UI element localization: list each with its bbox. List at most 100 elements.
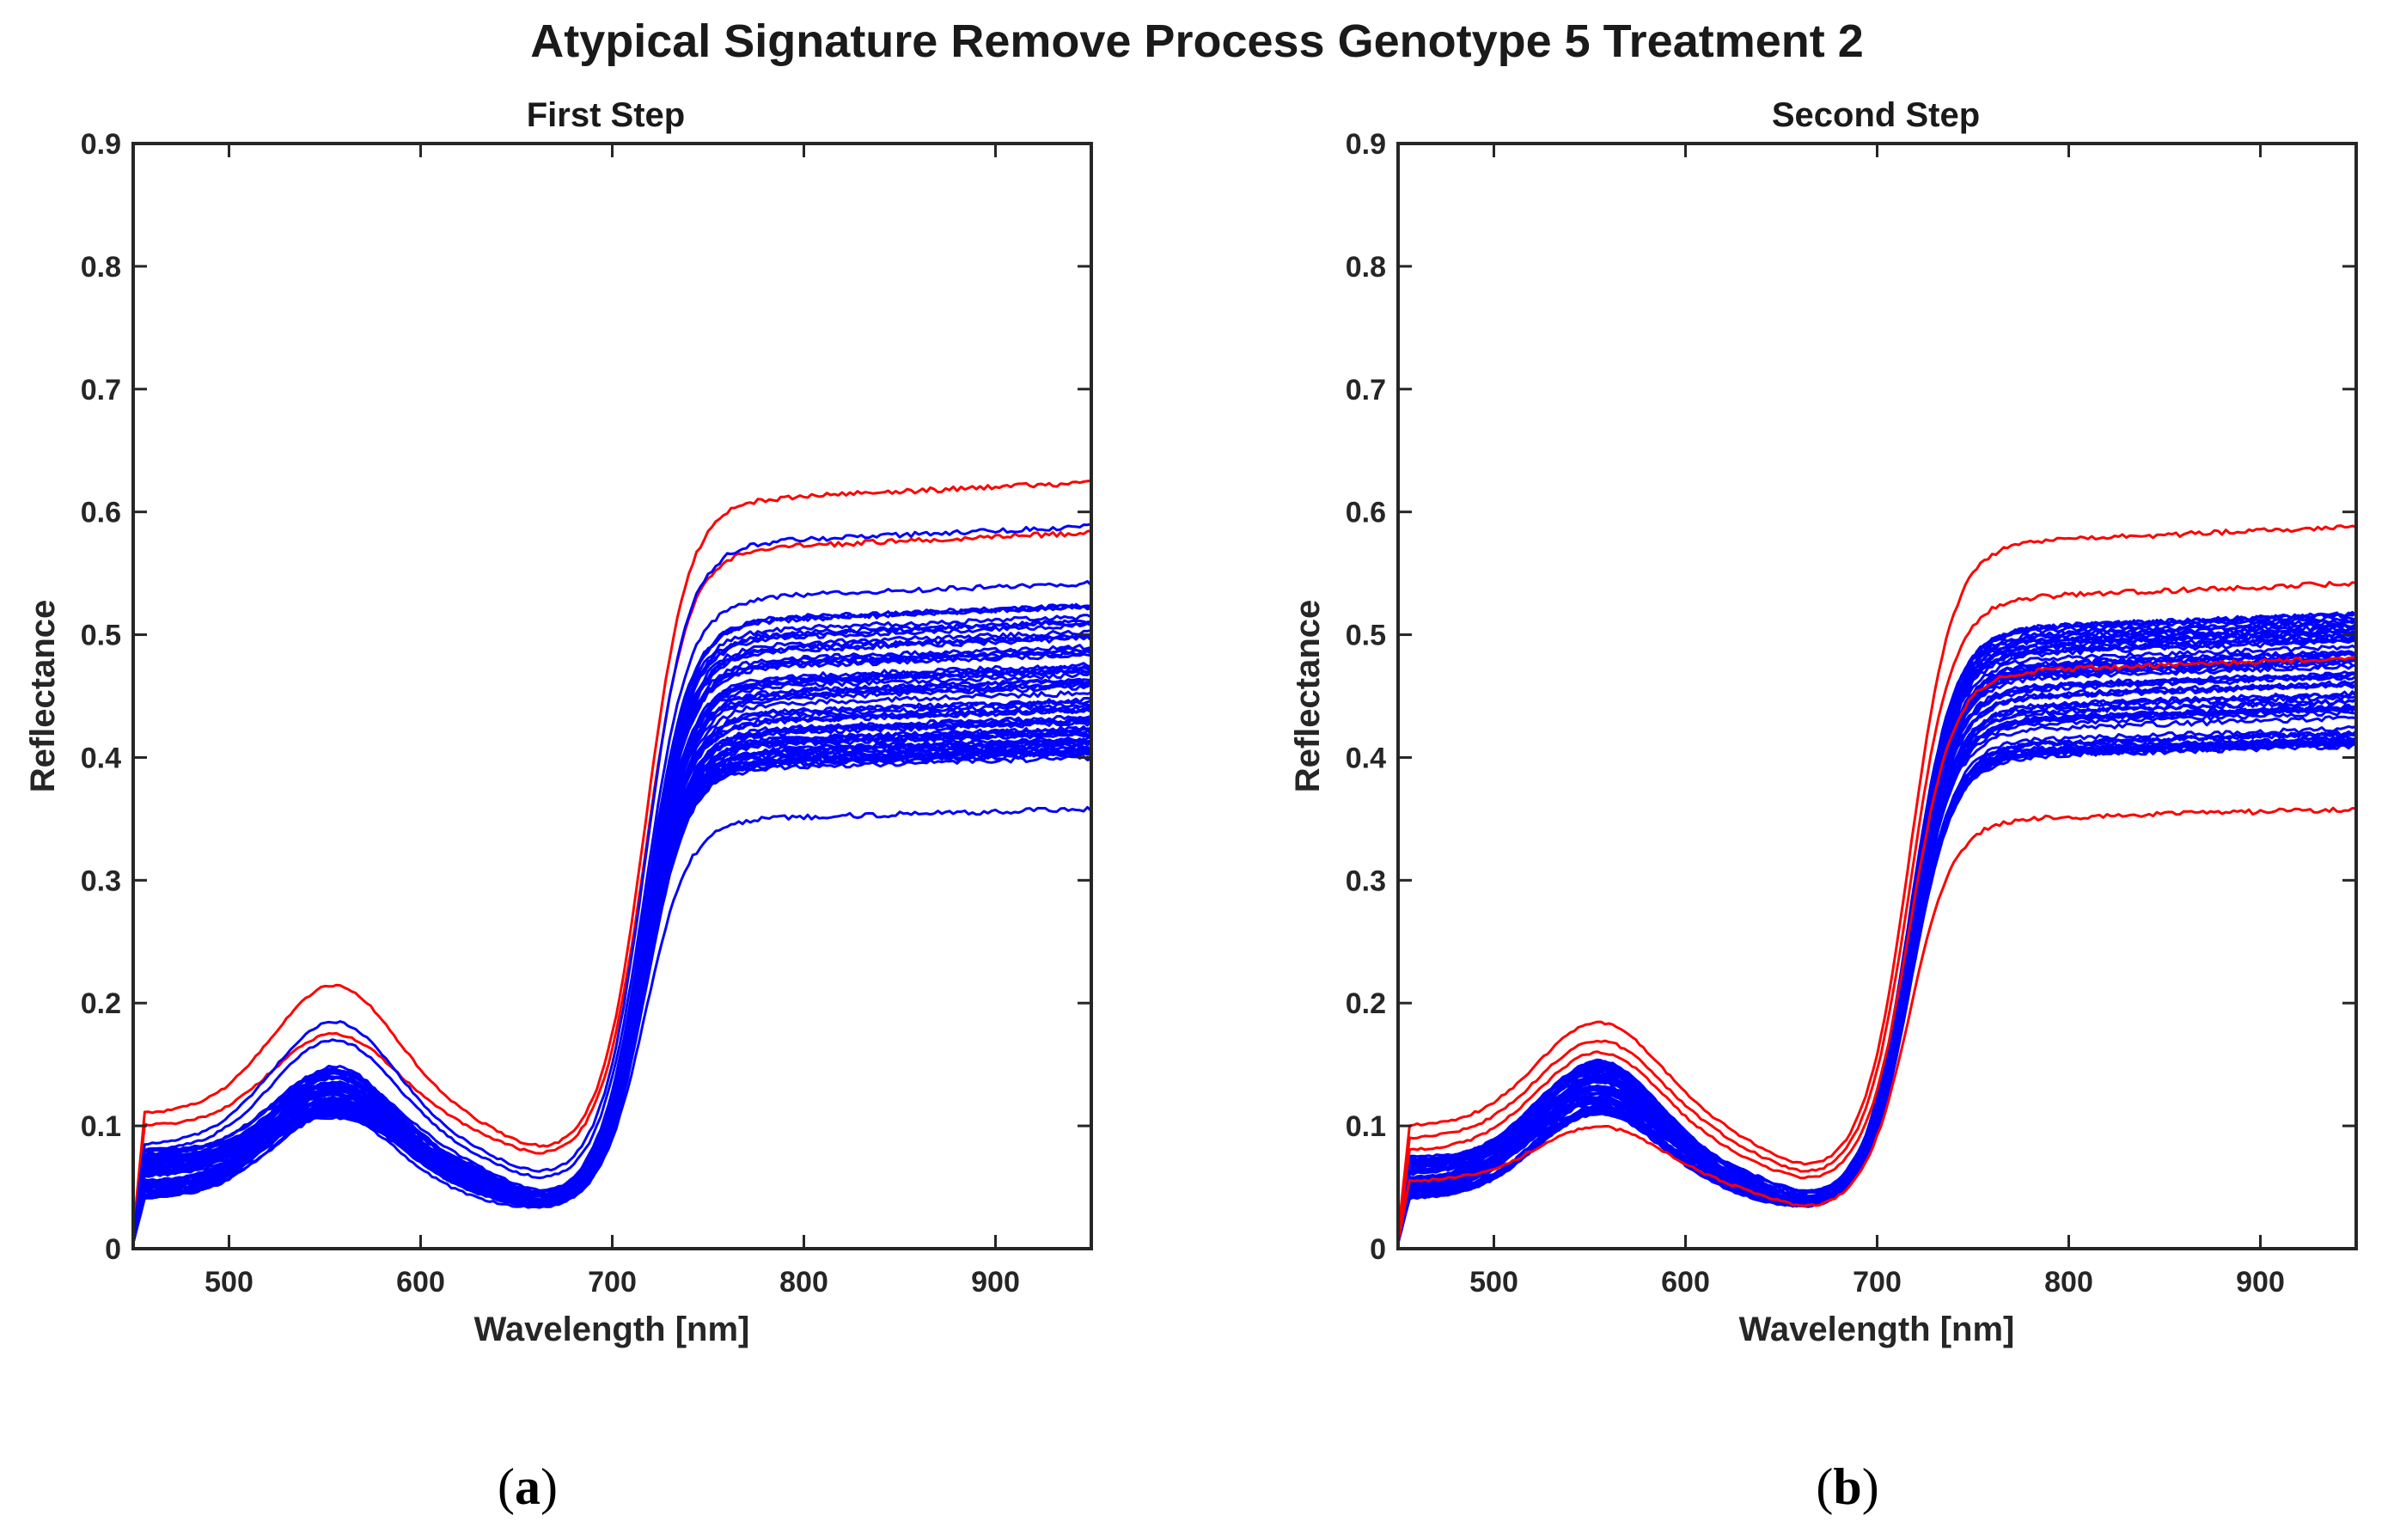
y-tick-label: 0.8: [1346, 251, 1386, 284]
series-line-atypical-1: [1398, 524, 2356, 1238]
typical-spectrum-line: [1398, 706, 2356, 1243]
typical-spectrum-line: [133, 681, 1091, 1240]
typical-spectrum-line: [1398, 682, 2356, 1243]
typical-spectrum-line: [133, 705, 1091, 1241]
series-line-atypical-2: [133, 529, 1091, 1238]
caption-b: (b): [1816, 1458, 1878, 1515]
typical-spectrum-line: [133, 749, 1091, 1244]
typical-spectrum-line: [1398, 639, 2356, 1241]
typical-spectrum-line: [1398, 740, 2356, 1244]
typical-spectrum-line: [133, 690, 1091, 1244]
typical-spectrum-line: [133, 740, 1091, 1239]
typical-spectrum-line: [133, 706, 1091, 1239]
panel-title-first-step: First Step: [527, 96, 685, 134]
y-tick-label: 0.3: [81, 865, 121, 897]
plot-frame-first-step: [131, 142, 1093, 1250]
y-tick-label: 0.5: [1346, 620, 1386, 652]
y-tick-label: 0.2: [81, 987, 121, 1020]
typical-spectrum-line: [1398, 681, 2356, 1243]
panel-second-step: Second Step 0 0.1 0.2 0.3 0.4 0.5 0.6 0.7 0.8 0.9…: [1289, 96, 2358, 1515]
y-tick-label: 0.8: [81, 251, 121, 284]
typical-spectrum-line: [1398, 633, 2356, 1240]
typical-spectrum-line: [133, 699, 1091, 1244]
typical-spectrum-line: [133, 747, 1091, 1241]
typical-spectrum-line: [1398, 694, 2356, 1243]
typical-spectrum-line: [133, 716, 1091, 1240]
typical-spectrum-line: [1398, 724, 2356, 1244]
caption-letter-a: a: [515, 1458, 540, 1515]
y-tick-label: 0: [105, 1233, 121, 1266]
x-tick-label: 700: [1853, 1266, 1902, 1299]
typical-spectrum-line: [133, 718, 1091, 1239]
typical-spectrum-line: [133, 696, 1091, 1241]
typical-spectrum-line: [133, 751, 1091, 1244]
x-tick-label: 800: [779, 1266, 828, 1299]
typical-spectrum-line: [1398, 635, 2356, 1240]
series-line-low-blue-1: [133, 805, 1091, 1244]
typical-spectrum-line: [133, 746, 1091, 1240]
typical-spectrum-line: [1398, 715, 2356, 1241]
typical-spectrum-line: [1398, 738, 2356, 1244]
typical-spectrum-line: [1398, 739, 2356, 1244]
series-line-high-blue-2: [133, 580, 1091, 1240]
xlabel-first-step: Wavelength [nm]: [474, 1311, 750, 1348]
typical-spectrum-line: [1398, 698, 2356, 1240]
typical-spectrum-line: [133, 738, 1091, 1243]
y-tick-label: 0.5: [81, 620, 121, 652]
typical-spectrum-line: [133, 727, 1091, 1244]
typical-spectrum-line: [1398, 675, 2356, 1243]
typical-spectrum-line: [133, 725, 1091, 1242]
typical-spectrum-line: [1398, 706, 2356, 1240]
typical-spectrum-line: [133, 737, 1091, 1240]
x-tick-label: 900: [971, 1266, 1020, 1299]
typical-spectrum-line: [133, 677, 1091, 1242]
typical-spectrum-line: [133, 602, 1091, 1243]
typical-spectrum-line: [1398, 672, 2356, 1241]
typical-spectrum-line: [1398, 680, 2356, 1242]
x-tick-label: 800: [2044, 1266, 2093, 1299]
typical-spectrum-line: [133, 684, 1091, 1243]
ticks-group-second-step: 0 0.1 0.2 0.3 0.4 0.5 0.6 0.7 0.8 0.9 500 600 700 800…: [1346, 128, 2356, 1299]
typical-spectrum-line: [1398, 634, 2356, 1241]
typical-spectrum-line: [1398, 709, 2356, 1244]
typical-spectrum-line: [1398, 690, 2356, 1244]
y-tick-label: 0.2: [1346, 987, 1386, 1020]
typical-spectrum-line: [1398, 703, 2356, 1242]
curves-group-first-step: [133, 480, 1091, 1244]
ylabel-first-step: Reflectance: [24, 600, 62, 793]
typical-spectrum-line: [133, 745, 1091, 1239]
typical-spectrum-line: [1398, 742, 2356, 1244]
typical-spectrum-line: [1398, 739, 2356, 1241]
x-tick-label: 900: [2236, 1266, 2285, 1299]
typical-spectrum-line: [1398, 730, 2356, 1244]
typical-spectrum-line: [133, 718, 1091, 1244]
typical-spectrum-line: [1398, 692, 2356, 1240]
series-line-atypical-2: [1398, 580, 2356, 1239]
x-tick-label: 600: [396, 1266, 445, 1299]
typical-spectrum-line: [133, 714, 1091, 1241]
series-line-atypical-3: [1398, 656, 2356, 1240]
x-tick-label: 500: [205, 1266, 253, 1299]
typical-spectrum-line: [1398, 660, 2356, 1241]
plot-frame-second-step: [1396, 142, 2358, 1250]
typical-spectrum-line: [133, 725, 1091, 1243]
y-tick-label: 0.3: [1346, 865, 1386, 897]
typical-spectrum-line: [133, 719, 1091, 1244]
y-tick-label: 0.4: [81, 742, 121, 774]
curves-group-second-step: [1398, 524, 2356, 1244]
y-tick-label: 0.7: [1346, 374, 1386, 406]
typical-spectrum-line: [133, 751, 1091, 1239]
typical-spectrum-line: [133, 702, 1091, 1241]
typical-spectrum-line: [1398, 651, 2356, 1244]
x-tick-label: 700: [588, 1266, 637, 1299]
typical-spectrum-line: [133, 741, 1091, 1241]
typical-spectrum-line: [1398, 698, 2356, 1240]
typical-spectrum-line: [133, 730, 1091, 1243]
ticks-group-first-step: 0 0.1 0.2 0.3 0.4 0.5 0.6 0.7 0.8 0.9 500 600 700 800…: [81, 128, 1091, 1299]
x-tick-label: 600: [1661, 1266, 1710, 1299]
typical-spectrum-line: [1398, 731, 2356, 1244]
y-tick-label: 0.6: [1346, 497, 1386, 529]
y-tick-label: 0.1: [81, 1110, 121, 1143]
caption-a: (a): [498, 1458, 558, 1515]
